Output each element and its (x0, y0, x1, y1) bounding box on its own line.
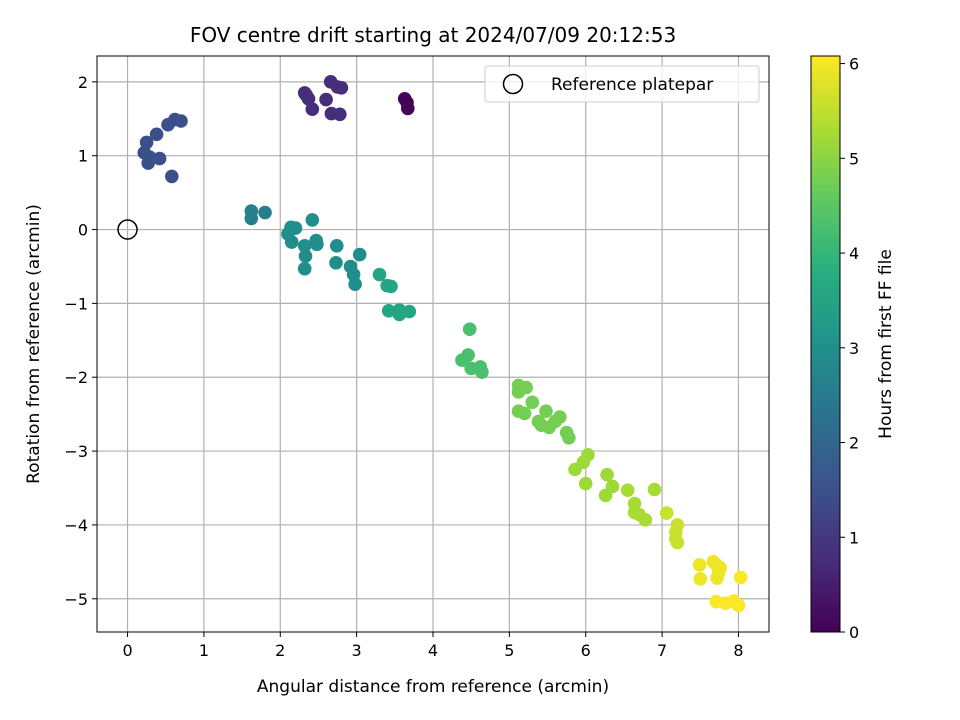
colorbar-tick-label: 5 (849, 149, 859, 168)
data-point (692, 558, 707, 572)
data-point (525, 395, 540, 410)
x-tick-label: 8 (733, 641, 743, 660)
data-point (539, 404, 553, 419)
chart-title: FOV centre drift starting at 2024/07/09 … (190, 23, 676, 47)
data-point (620, 483, 635, 498)
colorbar-tick-label: 3 (849, 339, 859, 358)
legend-label: Reference platepar (551, 75, 713, 95)
y-tick-label: −5 (64, 590, 88, 609)
x-tick-label: 6 (581, 641, 591, 660)
data-point (284, 235, 299, 249)
data-point (165, 169, 179, 184)
y-tick-label: 2 (78, 73, 88, 92)
x-tick-label: 0 (122, 641, 132, 660)
reference-platepar-marker (117, 219, 138, 240)
data-point (600, 467, 614, 482)
data-point (258, 205, 272, 220)
y-tick-label: 1 (78, 147, 88, 166)
data-point (693, 572, 708, 586)
data-point (372, 267, 387, 282)
data-point (659, 506, 674, 520)
y-tick-label: −1 (64, 294, 88, 313)
data-point (461, 348, 475, 362)
legend-box (484, 65, 760, 103)
y-tick-label: −4 (64, 516, 88, 535)
data-point (733, 570, 748, 585)
data-point (519, 380, 533, 395)
x-tick-label: 2 (275, 641, 285, 660)
data-point (401, 101, 415, 116)
data-point (152, 151, 167, 166)
data-point (475, 365, 489, 379)
data-point (638, 513, 653, 527)
x-tick-label: 3 (352, 641, 362, 660)
x-tick-label: 4 (428, 641, 438, 660)
data-point (298, 249, 313, 263)
x-axis-ticks: 0 1 2 3 4 5 6 7 8 (122, 632, 744, 660)
grid (97, 56, 769, 632)
data-point (348, 277, 362, 292)
data-point (517, 406, 532, 421)
colorbar-tick-label: 6 (849, 55, 859, 74)
data-point (305, 102, 320, 116)
y-tick-label: −3 (64, 442, 88, 461)
colorbar-tick-label: 4 (849, 244, 859, 263)
data-point (334, 81, 349, 95)
data-point (149, 127, 164, 142)
data-point (310, 237, 324, 252)
data-point (710, 571, 724, 585)
legend: Reference platepar (484, 65, 760, 103)
data-point (244, 211, 259, 226)
y-axis-label: Rotation from reference (arcmin) (24, 204, 44, 484)
data-point (713, 561, 727, 575)
colorbar-tick-label: 1 (849, 528, 859, 547)
scatter-points (137, 75, 748, 613)
colorbar (810, 55, 841, 633)
x-tick-label: 5 (504, 641, 514, 660)
data-point (553, 410, 567, 424)
data-point (174, 114, 188, 128)
data-point (581, 448, 595, 462)
data-point (329, 255, 343, 270)
data-point (598, 488, 613, 503)
x-tick-label: 7 (657, 641, 667, 660)
data-point (647, 482, 662, 497)
data-point (381, 304, 396, 318)
data-point (305, 213, 320, 227)
data-point (297, 261, 312, 276)
y-tick-label: −2 (64, 368, 88, 387)
data-point (352, 247, 367, 262)
x-axis-label: Angular distance from reference (arcmin) (257, 677, 609, 697)
data-point (402, 304, 417, 319)
data-point (333, 107, 347, 122)
data-point (670, 535, 685, 550)
data-point (319, 92, 333, 107)
y-axis-ticks: 2 1 0 −1 −2 −3 −4 −5 (64, 73, 97, 609)
data-point (562, 431, 576, 445)
data-point (141, 156, 155, 170)
data-point (578, 476, 593, 491)
data-point (297, 239, 312, 253)
colorbar-ticks: 0 1 2 3 4 5 6 (840, 55, 859, 642)
data-point (462, 322, 477, 337)
legend-marker-icon (502, 73, 524, 95)
colorbar-label: Hours from first FF file (876, 249, 896, 439)
data-point (301, 92, 316, 106)
data-point (384, 279, 398, 294)
colorbar-tick-label: 2 (849, 434, 859, 453)
y-tick-label: 0 (78, 221, 88, 240)
data-point (731, 598, 746, 613)
colorbar-tick-label: 0 (849, 623, 859, 642)
data-point (330, 239, 344, 253)
data-point (139, 135, 154, 150)
x-tick-label: 1 (199, 641, 209, 660)
